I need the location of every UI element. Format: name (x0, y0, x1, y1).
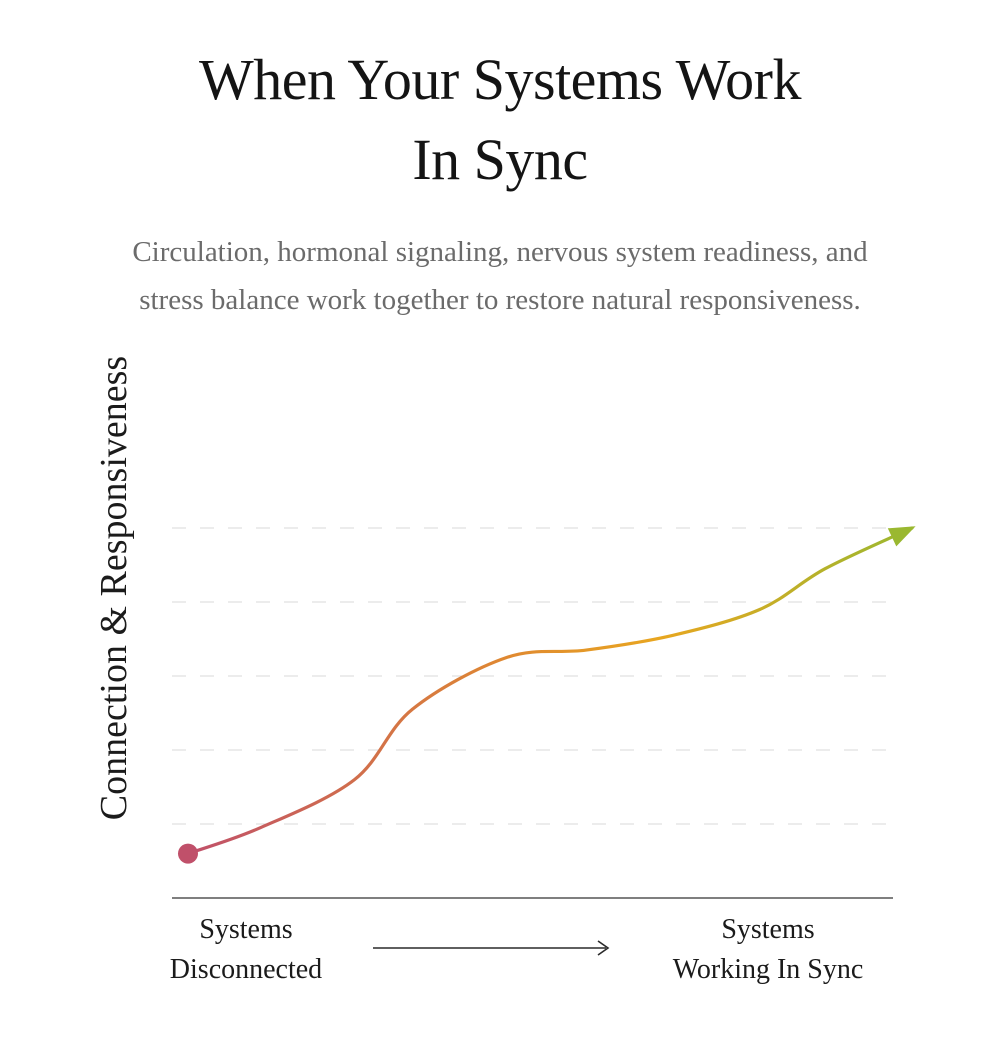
subtitle-line-1: Circulation, hormonal signaling, nervous… (132, 236, 868, 268)
y-axis-label: Connection & Responsiveness (93, 356, 135, 820)
x-start-label-line-1: Systems (199, 914, 292, 945)
x-start-label-line-2: Disconnected (170, 954, 322, 985)
x-direction-arrow-icon (597, 940, 610, 956)
x-end-label-line-2: Working In Sync (673, 954, 864, 985)
series-line (186, 526, 914, 856)
arrowhead-icon (887, 526, 916, 547)
gridlines (172, 527, 893, 825)
title-line-2: In Sync (412, 127, 588, 192)
start-point (178, 843, 198, 864)
page-title: When Your Systems Work In Sync (0, 40, 1000, 200)
x-end-label-line-1: Systems (721, 914, 814, 945)
title-line-1: When Your Systems Work (199, 47, 801, 112)
page-subtitle: Circulation, hormonal signaling, nervous… (0, 228, 1000, 324)
subtitle-line-2: stress balance work together to restore … (139, 284, 861, 316)
